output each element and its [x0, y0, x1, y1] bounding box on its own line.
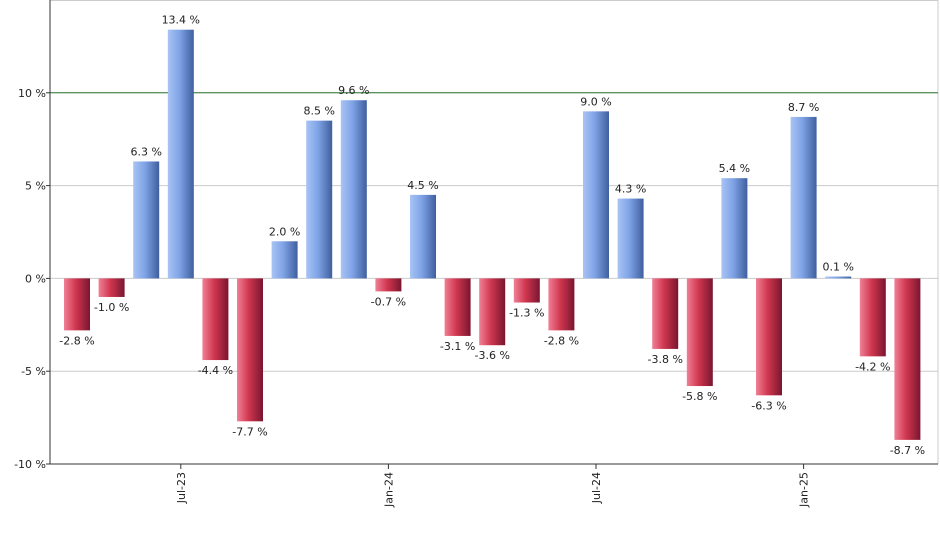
bar [513, 278, 540, 303]
bar [825, 276, 852, 279]
x-tick-label: Jul-23 [175, 472, 188, 504]
data-label: -4.4 % [198, 364, 233, 377]
data-label: 13.4 % [162, 14, 200, 27]
bar [652, 278, 679, 349]
data-label: 8.5 % [303, 105, 334, 118]
data-label: 4.3 % [615, 183, 646, 196]
bar [444, 278, 471, 336]
data-label: 9.6 % [338, 84, 369, 97]
bar [756, 278, 782, 396]
data-label: 0.1 % [822, 261, 853, 274]
data-label: 6.3 % [130, 145, 161, 158]
data-label: -4.2 % [855, 360, 890, 373]
y-tick-label: 5 % [25, 180, 46, 193]
bar [98, 278, 125, 297]
data-label: 2.0 % [269, 225, 300, 238]
y-tick-label: -5 % [21, 365, 46, 378]
bar [167, 29, 194, 279]
grid-lines [50, 0, 939, 464]
bar [410, 194, 436, 279]
data-label: -2.8 % [59, 334, 94, 347]
data-label: 9.0 % [580, 95, 611, 108]
y-tick-label: 10 % [18, 87, 46, 100]
data-label: -3.6 % [474, 349, 509, 362]
data-label: 8.7 % [788, 101, 819, 114]
bars [64, 29, 921, 440]
data-labels: -2.8 % -1.0 % 6.3 % 13.4 % -4.4 % -7.7 % 2.0 %… [59, 14, 925, 457]
data-label: -1.3 % [509, 307, 544, 320]
bar [306, 120, 333, 279]
bar [375, 278, 402, 292]
axes: -10 % -5 % 0 % 5 % 10 % Jul-23 Jan-24 Jul-24 Jan… [14, 0, 938, 508]
data-label: -0.7 % [371, 295, 406, 308]
bar [894, 278, 921, 440]
data-label: -3.8 % [647, 353, 682, 366]
bar [721, 178, 748, 279]
data-label: -3.1 % [440, 340, 475, 353]
x-tick-label: Jan-24 [382, 472, 395, 508]
bar [202, 278, 229, 361]
data-label: -6.3 % [751, 399, 786, 412]
bar [271, 241, 298, 279]
bar [583, 111, 609, 279]
y-tick-label: 0 % [25, 272, 46, 285]
bar [617, 198, 644, 279]
bar [548, 278, 575, 331]
data-label: -2.8 % [544, 334, 579, 347]
data-label: 4.5 % [407, 179, 438, 192]
data-label: -7.7 % [232, 425, 267, 438]
bar [686, 278, 713, 387]
x-tick-label: Jul-24 [590, 472, 603, 504]
bar [479, 278, 506, 346]
data-label: 5.4 % [719, 162, 750, 175]
bar [859, 278, 886, 357]
y-tick-label: -10 % [14, 458, 46, 471]
bar [237, 278, 263, 422]
bar [133, 161, 160, 279]
data-label: -1.0 % [94, 301, 129, 314]
bar [340, 100, 367, 279]
bar [64, 278, 90, 331]
x-tick-label: Jan-25 [798, 472, 811, 508]
bar [790, 116, 817, 279]
data-label: -5.8 % [682, 390, 717, 403]
data-label: -8.7 % [890, 444, 925, 457]
